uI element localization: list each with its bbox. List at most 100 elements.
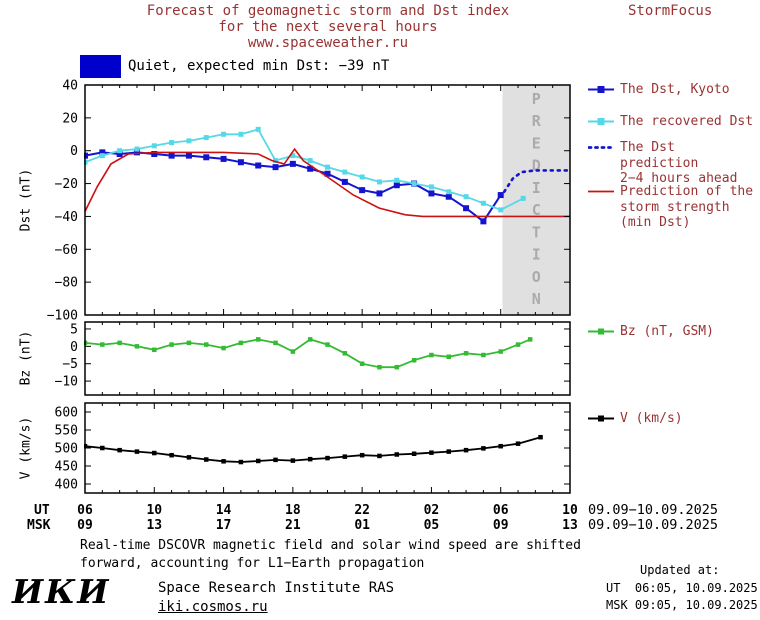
y-tick-label-bz: 0 xyxy=(70,340,78,355)
title-line-2: for the next several hours xyxy=(218,19,438,35)
prediction-band-letter: C xyxy=(532,201,541,219)
data-point-marker xyxy=(429,450,434,455)
data-point-marker xyxy=(463,194,469,200)
y-tick-label-dst: −100 xyxy=(47,309,78,324)
data-point-marker xyxy=(376,190,383,197)
y-tick-label-v: 400 xyxy=(55,478,78,493)
data-point-marker xyxy=(394,364,400,370)
data-point-marker xyxy=(307,456,313,462)
data-point-marker xyxy=(134,344,140,349)
prediction-band-letter: R xyxy=(532,112,542,130)
data-point-marker xyxy=(117,148,123,154)
data-point-marker xyxy=(134,449,140,454)
data-point-marker xyxy=(481,446,486,451)
legend-label-bz: Bz (nT, GSM) xyxy=(620,324,714,339)
data-point-marker xyxy=(463,205,470,212)
data-point-marker xyxy=(429,352,434,358)
legend-label-kyoto: The Dst, Kyoto xyxy=(620,82,730,97)
x-tick-ut: 02 xyxy=(424,503,440,518)
strength-legend-marker xyxy=(588,190,614,193)
data-point-marker xyxy=(342,351,348,356)
data-point-marker xyxy=(186,455,192,460)
data-point-marker xyxy=(117,340,122,346)
y-tick-label-bz: 5 xyxy=(70,322,78,337)
legend-item-dst-kyoto: The Dst, Kyoto xyxy=(588,82,730,98)
data-point-marker xyxy=(290,458,296,463)
iki-logo: ИКИ xyxy=(12,572,111,611)
prediction-band-letter: E xyxy=(532,134,541,152)
x-tick-msk: 17 xyxy=(216,518,232,533)
prediction-band-letter: T xyxy=(532,223,541,241)
legend-item-storm-strength: Prediction of the storm strength (min Ds… xyxy=(588,184,753,231)
data-point-marker xyxy=(152,347,157,353)
y-tick-label-dst: −80 xyxy=(55,276,78,291)
panel-border xyxy=(84,321,571,396)
panel-bz: 5 0 −5 −10 xyxy=(55,321,571,396)
prediction-band-letter: D xyxy=(532,157,541,175)
data-point-marker xyxy=(238,340,244,346)
data-point-marker xyxy=(359,187,366,194)
data-point-marker xyxy=(359,174,365,180)
data-point-marker xyxy=(238,459,244,465)
data-point-marker xyxy=(498,443,503,449)
legend-item-bz: Bz (nT, GSM) xyxy=(588,324,714,340)
spaceweather-url: www.spaceweather.ru xyxy=(247,35,409,51)
data-point-marker xyxy=(272,164,279,171)
brand-stormfocus: StormFocus xyxy=(628,3,713,19)
data-point-marker xyxy=(341,178,348,185)
data-point-marker xyxy=(255,126,261,132)
prediction-band-letter: N xyxy=(532,290,541,308)
recovered-legend-marker xyxy=(588,118,614,125)
quiet-level-swatch xyxy=(80,55,121,78)
y-tick-label-bz: −5 xyxy=(62,357,78,372)
data-point-marker xyxy=(480,218,487,225)
data-point-marker xyxy=(100,445,105,451)
footnote-line-2: forward, accounting for L1−Earth propaga… xyxy=(80,556,425,571)
data-point-marker xyxy=(116,151,123,157)
prediction-legend-marker xyxy=(588,146,614,149)
data-point-marker xyxy=(428,184,434,190)
page-title: Forecast of geomagnetic storm and Dst in… xyxy=(85,3,571,51)
data-point-marker xyxy=(117,447,122,453)
x-tick-ut: 10 xyxy=(146,503,162,518)
data-point-marker xyxy=(169,342,174,347)
data-point-marker xyxy=(290,153,296,159)
prediction-band-letter: I xyxy=(532,179,541,197)
data-point-marker xyxy=(411,181,417,187)
iki-link[interactable]: iki.cosmos.ru xyxy=(158,599,268,615)
data-point-marker xyxy=(203,135,209,141)
dst-axis-label: Dst (nT) xyxy=(18,168,34,232)
prediction-band-letter: O xyxy=(532,268,541,286)
series-v-0 xyxy=(84,436,541,463)
msk-row-label: MSK xyxy=(27,518,51,533)
data-point-marker xyxy=(255,337,261,342)
data-point-marker xyxy=(100,342,105,347)
prediction-band-letter: I xyxy=(532,246,541,264)
panel-border xyxy=(84,402,571,494)
data-point-marker xyxy=(325,164,330,170)
y-tick-label-bz: −10 xyxy=(55,375,78,390)
data-point-marker xyxy=(84,152,88,159)
x-tick-msk: 13 xyxy=(562,518,578,533)
legend-label-recovered: The recovered Dst xyxy=(620,114,754,129)
prediction-band xyxy=(502,85,570,315)
series-bz-0 xyxy=(84,338,531,369)
data-point-marker xyxy=(273,158,279,164)
ut-date-range: 09.09−10.09.2025 xyxy=(588,502,718,518)
msk-date-range: 09.09−10.09.2025 xyxy=(588,517,718,533)
data-point-marker xyxy=(133,149,140,156)
y-tick-label-v: 450 xyxy=(55,460,78,475)
data-point-marker xyxy=(325,342,330,347)
y-tick-label-v: 550 xyxy=(55,424,78,439)
data-point-marker xyxy=(359,452,365,458)
data-point-marker xyxy=(204,342,209,347)
y-tick-label-dst: −60 xyxy=(55,243,78,258)
data-point-marker xyxy=(255,162,262,169)
prediction-band-letter: P xyxy=(532,90,541,108)
data-point-marker xyxy=(411,451,417,457)
data-point-marker xyxy=(203,154,210,161)
data-point-marker xyxy=(394,177,400,183)
y-tick-label-dst: −20 xyxy=(55,177,78,192)
